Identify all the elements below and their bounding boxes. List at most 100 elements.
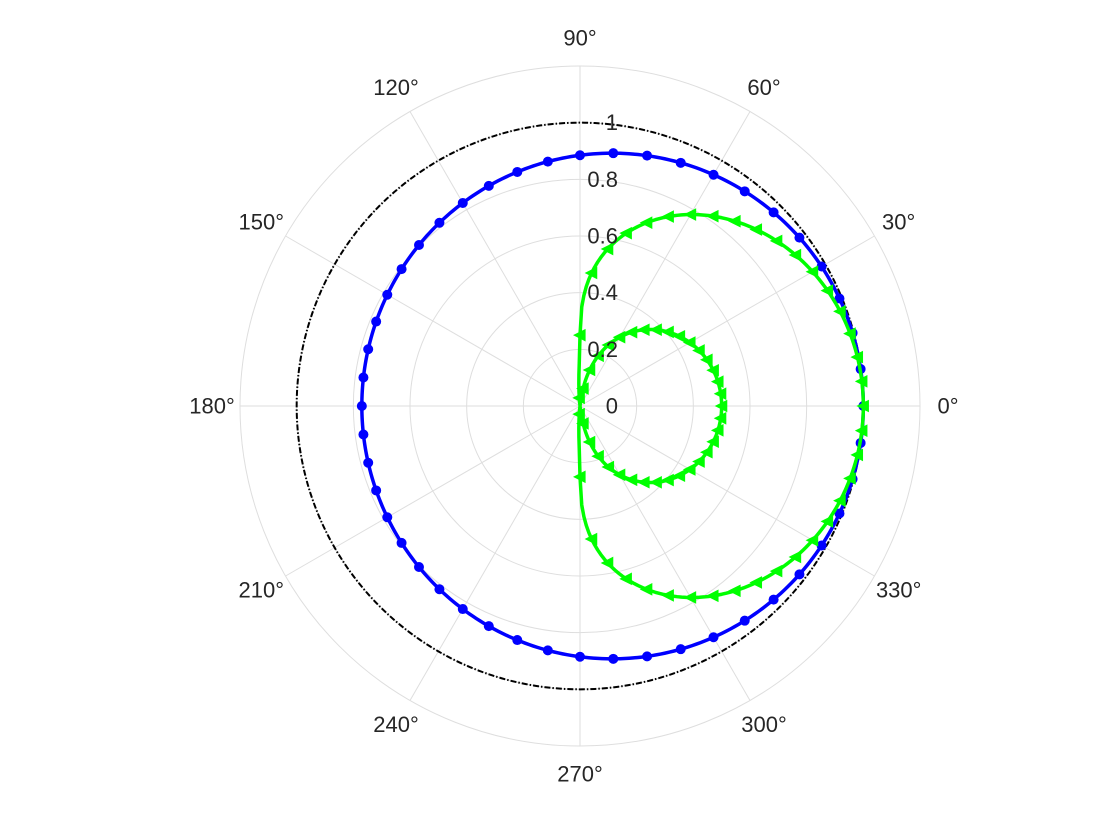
data-point [600, 242, 614, 256]
data-point [833, 494, 846, 507]
data-point [358, 372, 369, 383]
data-point [692, 344, 705, 357]
data-point [457, 604, 468, 615]
data-point [714, 399, 728, 413]
grid-spoke [285, 235, 581, 407]
data-point [820, 515, 834, 528]
data-point [434, 584, 445, 595]
data-point [768, 594, 779, 605]
radial-tick-label: 0.4 [587, 280, 618, 305]
angle-tick-label: 120° [373, 75, 419, 100]
data-point [850, 350, 864, 364]
data-point [843, 472, 856, 485]
data-point [576, 382, 589, 395]
data-point [710, 424, 724, 437]
data-point [396, 537, 407, 548]
data-point [728, 214, 741, 228]
series-line [295, 121, 865, 691]
data-point [575, 150, 585, 161]
data-point [683, 208, 697, 221]
data-point [661, 325, 674, 339]
data-point [700, 445, 713, 459]
data-point [601, 338, 615, 352]
data-point [749, 576, 763, 589]
data-point [805, 265, 819, 279]
grid-spoke [579, 405, 875, 577]
angle-tick-label: 30° [882, 210, 915, 235]
angle-tick-label: 0° [937, 394, 958, 419]
data-point [382, 512, 393, 523]
data-point [356, 401, 367, 411]
data-point [371, 485, 382, 496]
data-point [434, 217, 445, 228]
data-point [619, 572, 632, 586]
data-point [612, 468, 626, 482]
data-point [608, 148, 619, 159]
data-point [683, 591, 697, 604]
data-point [661, 473, 674, 487]
angle-tick-label: 180° [189, 394, 235, 419]
data-point [582, 435, 596, 449]
label-layer: 0° 30° 60° 90° 120° 150° 180° 210° 240° 270° 300° 3… [189, 26, 958, 787]
angle-tick-label: 210° [239, 578, 285, 603]
data-point [413, 239, 424, 250]
data-point [728, 584, 741, 598]
series-layer [295, 121, 869, 691]
data-point [820, 284, 834, 297]
data-point [591, 349, 604, 363]
data-point [382, 289, 393, 300]
data-point [661, 589, 674, 602]
angle-tick-label: 60° [747, 75, 780, 100]
data-point [512, 635, 523, 646]
data-point [706, 363, 719, 377]
data-point [692, 455, 705, 468]
data-point [705, 209, 719, 223]
radial-tick-label: 0 [606, 394, 618, 419]
data-point [788, 248, 802, 262]
data-point [642, 651, 653, 662]
data-point [749, 223, 763, 236]
data-point [483, 621, 494, 632]
data-point [639, 583, 653, 596]
data-point [708, 169, 719, 180]
data-point [584, 532, 598, 546]
data-point [833, 305, 846, 318]
data-point [639, 216, 653, 229]
data-point [768, 207, 779, 218]
data-point [413, 562, 424, 573]
data-point [856, 399, 869, 413]
data-point [682, 463, 696, 476]
data-point [624, 325, 638, 339]
data-point [854, 424, 868, 437]
data-point [608, 653, 619, 664]
data-point [457, 197, 468, 208]
data-point [713, 387, 727, 400]
data-point [834, 293, 845, 304]
data-point [619, 226, 632, 240]
data-point [713, 412, 727, 425]
radial-tick-label: 0.2 [587, 337, 618, 362]
data-point [649, 323, 662, 337]
data-point [739, 186, 750, 197]
data-point [600, 556, 614, 570]
data-point [708, 632, 719, 643]
data-point [636, 323, 650, 337]
data-point [816, 540, 827, 551]
data-point [573, 470, 586, 484]
data-point [805, 533, 819, 547]
angle-tick-label: 150° [239, 210, 285, 235]
grid-spoke [579, 235, 875, 407]
data-point [854, 375, 868, 388]
data-point [576, 417, 589, 430]
data-point [682, 336, 696, 349]
data-point [705, 589, 719, 603]
series-2 [572, 208, 869, 604]
data-point [612, 330, 626, 344]
data-point [661, 210, 674, 223]
data-point [788, 550, 802, 564]
data-point [358, 429, 369, 440]
data-point [706, 435, 719, 449]
data-point [850, 448, 864, 462]
data-point [672, 469, 686, 482]
